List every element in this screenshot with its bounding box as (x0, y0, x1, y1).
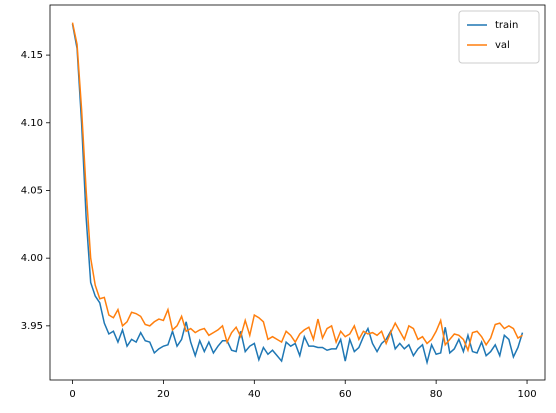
y-tick-label: 3.95 (21, 321, 43, 332)
y-tick-label: 4.00 (21, 253, 43, 264)
line-series (71, 23, 524, 366)
y-tick-label: 4.15 (21, 50, 43, 61)
axes-frame (49, 4, 546, 381)
x-tick-label: 80 (430, 389, 443, 400)
x-tick-label: 60 (339, 389, 352, 400)
x-tick-label: 0 (69, 389, 75, 400)
x-tick-label: 40 (248, 389, 261, 400)
legend-label: train (495, 20, 518, 31)
legend-label: val (495, 40, 510, 51)
x-tick-label: 20 (157, 389, 170, 400)
x-tick-label: 100 (517, 389, 536, 400)
y-tick-label: 4.05 (21, 185, 43, 196)
line-series (71, 22, 523, 353)
y-tick-label: 4.10 (21, 118, 43, 129)
legend-box (458, 10, 540, 64)
